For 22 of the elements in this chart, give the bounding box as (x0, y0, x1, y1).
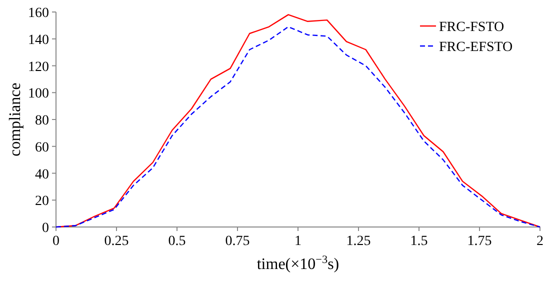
y-tick-label: 40 (35, 167, 49, 182)
y-tick-label: 100 (28, 86, 49, 102)
x-tick-label: 0 (52, 234, 60, 249)
y-tick-label: 80 (35, 114, 49, 128)
x-axis-title: time(×10$^{−3}$s) (256, 254, 340, 273)
x-tick-label: 0.5 (168, 234, 186, 249)
x-tick-label: 2 (536, 234, 544, 249)
x-tick-label: 1.25 (346, 234, 371, 249)
y-tick-label: 140 (28, 32, 49, 48)
x-tick-label: 0.25 (104, 234, 129, 249)
y-tick-label: 0 (42, 221, 49, 236)
y-axis-title: compliance (7, 82, 24, 156)
x-tick-label: 1.75 (467, 234, 492, 249)
x-tick-label: 1 (294, 234, 302, 249)
x-tick-label: 1.5 (410, 234, 428, 249)
y-tick-label: 20 (35, 194, 49, 210)
legend-label: FRC-FSTO (439, 20, 504, 35)
legend-label: FRC-EFSTO (439, 40, 513, 55)
x-tick-label: 0.75 (225, 234, 250, 249)
y-tick-label: 120 (28, 60, 49, 75)
y-tick-label: 60 (35, 140, 49, 156)
y-tick-label: 160 (28, 6, 49, 21)
